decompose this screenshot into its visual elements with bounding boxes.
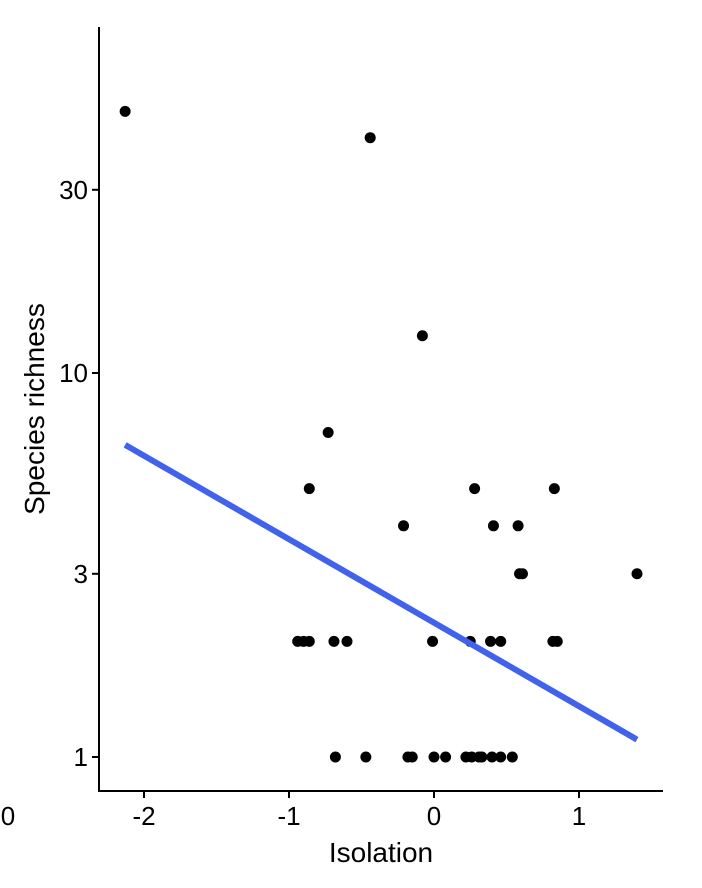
data-point bbox=[341, 635, 353, 647]
y-tick-label: 1 bbox=[74, 742, 88, 772]
x-axis-ticks: 0 -2 -1 0 1 bbox=[1, 791, 586, 831]
x-tick-label: 1 bbox=[572, 801, 586, 831]
data-point bbox=[631, 568, 643, 580]
data-point bbox=[119, 105, 131, 117]
x-tick-label: 0 bbox=[427, 801, 441, 831]
x-tick-label: -2 bbox=[132, 801, 155, 831]
data-point bbox=[548, 483, 560, 495]
data-point bbox=[329, 751, 341, 763]
data-point bbox=[487, 520, 499, 532]
data-point bbox=[303, 483, 315, 495]
data-point bbox=[416, 330, 428, 342]
data-point bbox=[495, 751, 507, 763]
y-tick-label: 3 bbox=[74, 559, 88, 589]
axes bbox=[98, 27, 663, 792]
data-point bbox=[322, 426, 334, 438]
data-point bbox=[428, 751, 440, 763]
y-axis-ticks: 1 3 10 30 bbox=[59, 175, 99, 772]
data-point bbox=[364, 132, 376, 144]
data-point bbox=[506, 751, 518, 763]
data-point bbox=[476, 751, 488, 763]
x-tick-label: 0 bbox=[1, 801, 15, 831]
data-point bbox=[360, 751, 372, 763]
data-point bbox=[440, 751, 452, 763]
data-point bbox=[328, 635, 340, 647]
data-point bbox=[303, 635, 315, 647]
data-point bbox=[485, 635, 497, 647]
y-axis-title: Species richness bbox=[19, 303, 50, 515]
data-point bbox=[406, 751, 418, 763]
y-tick-label: 30 bbox=[59, 175, 88, 205]
data-point bbox=[512, 520, 524, 532]
regression-line bbox=[123, 442, 639, 743]
x-tick-label: -1 bbox=[277, 801, 300, 831]
data-point bbox=[495, 635, 507, 647]
fit-line-group bbox=[123, 442, 639, 743]
y-tick-label: 10 bbox=[59, 358, 88, 388]
data-point bbox=[516, 568, 528, 580]
data-point bbox=[427, 635, 439, 647]
data-point bbox=[398, 520, 410, 532]
data-point bbox=[469, 483, 481, 495]
data-points bbox=[119, 105, 643, 763]
x-axis-title: Isolation bbox=[329, 837, 433, 868]
data-point bbox=[551, 635, 563, 647]
data-point bbox=[486, 751, 498, 763]
